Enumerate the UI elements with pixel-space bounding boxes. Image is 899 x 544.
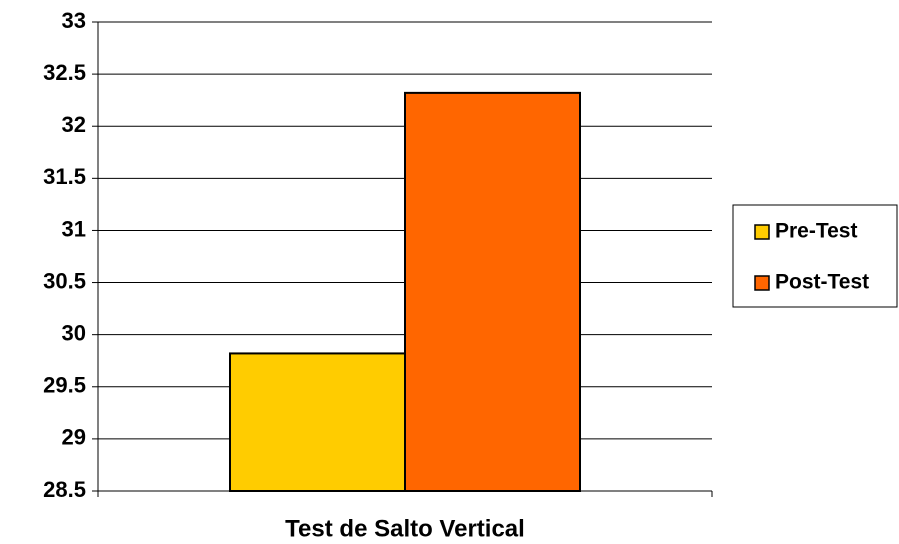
bar (229, 352, 406, 492)
y-tick-label: 31.5 (43, 164, 86, 189)
y-tick-label: 28.5 (43, 477, 86, 502)
legend-label: Pre-Test (775, 220, 857, 243)
legend-swatch (754, 275, 770, 291)
y-tick-label: 29 (62, 425, 86, 450)
bar (404, 91, 581, 492)
y-tick-label: 29.5 (43, 373, 86, 398)
y-tick-label: 30.5 (43, 268, 86, 293)
y-tick-label: 32 (62, 112, 86, 137)
legend-label: Post-Test (775, 271, 869, 294)
y-tick-label: 32.5 (43, 60, 86, 85)
y-tick-label: 30 (62, 320, 86, 345)
legend-swatch (754, 224, 770, 240)
x-tick-label: Test de Salto Vertical (285, 515, 525, 542)
y-tick-label: 33 (62, 8, 86, 33)
y-tick-label: 31 (62, 216, 86, 241)
